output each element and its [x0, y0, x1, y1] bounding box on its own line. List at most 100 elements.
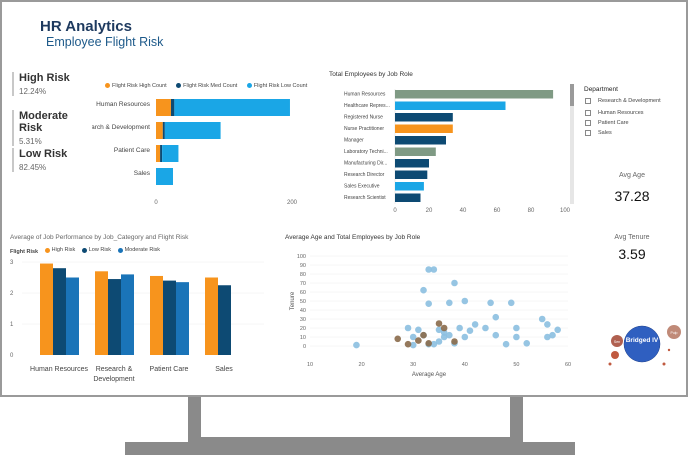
scatter-point[interactable] — [513, 324, 520, 332]
slicer-item-patient-care[interactable]: Patient Care — [585, 120, 629, 126]
bubble-pulp[interactable] — [667, 325, 681, 339]
scatter-point[interactable] — [513, 333, 520, 341]
bubble-tiny[interactable] — [667, 348, 671, 352]
scatter-point[interactable] — [425, 300, 432, 307]
scatter-point[interactable] — [446, 299, 453, 307]
checkbox[interactable] — [585, 110, 591, 116]
bar[interactable] — [40, 263, 53, 355]
bar[interactable] — [395, 136, 446, 145]
bubble-tiny[interactable] — [608, 362, 612, 366]
slicer-item-rnd[interactable]: Research & Development — [585, 98, 661, 104]
slicer-item-sales[interactable]: Sales — [585, 130, 612, 136]
bar[interactable] — [163, 280, 176, 355]
slicer-item-hr[interactable]: Human Resources — [585, 110, 644, 116]
scatter-point[interactable] — [544, 333, 551, 341]
bubble-sen[interactable] — [611, 335, 623, 347]
bar-segment[interactable] — [162, 122, 165, 139]
bar-segment[interactable] — [162, 145, 179, 162]
bar[interactable] — [121, 274, 134, 355]
scatter-point[interactable] — [523, 340, 531, 347]
scatter-point[interactable] — [544, 321, 551, 328]
bar[interactable] — [395, 101, 506, 111]
slicer-scroll-thumb[interactable] — [570, 84, 574, 106]
bar[interactable] — [395, 124, 453, 134]
scatter-point[interactable] — [394, 335, 402, 343]
bar[interactable] — [150, 275, 163, 355]
scatter-point[interactable] — [430, 266, 438, 273]
bar[interactable] — [395, 182, 424, 191]
scatter-point[interactable] — [409, 333, 417, 341]
scatter-point[interactable] — [404, 324, 412, 332]
scatter-point[interactable] — [415, 337, 422, 344]
scatter-point[interactable] — [461, 297, 469, 305]
legend-item[interactable]: Moderate Risk — [117, 247, 160, 253]
scatter-point[interactable] — [415, 326, 422, 334]
checkbox[interactable] — [585, 98, 591, 104]
dept-flight-risk-chart[interactable]: Human Resources Research & Development Pat… — [92, 84, 312, 212]
bar[interactable] — [53, 268, 66, 355]
bar-segment[interactable] — [160, 145, 163, 162]
checkbox[interactable] — [585, 130, 591, 136]
legend-item[interactable]: Flight Risk Med Count — [176, 83, 237, 89]
scatter-point[interactable] — [487, 299, 494, 307]
scatter-point[interactable] — [456, 324, 463, 332]
slicer-scrollbar[interactable] — [570, 84, 574, 204]
scatter-point[interactable] — [409, 341, 417, 349]
scatter-point[interactable] — [420, 331, 427, 339]
bar-segment[interactable] — [156, 122, 163, 139]
age-tenure-scatter[interactable]: 0 10 20 30 40 50 60 70 80 90 100 10 20 30 40 50 60 Averag… — [282, 246, 582, 384]
scatter-point[interactable] — [435, 338, 443, 345]
bubble-chart[interactable]: Bridged IV Pulp Sen — [604, 320, 688, 376]
bar-segment[interactable] — [164, 122, 221, 139]
legend-item[interactable]: Low Risk — [81, 247, 111, 253]
bar[interactable] — [395, 159, 429, 168]
scatter-point[interactable] — [549, 331, 556, 339]
bar-segment[interactable] — [170, 99, 175, 116]
scatter-point[interactable] — [435, 320, 443, 327]
scatter-point[interactable] — [425, 266, 432, 273]
bar[interactable] — [66, 277, 79, 356]
bar[interactable] — [395, 170, 428, 180]
scatter-point[interactable] — [451, 279, 458, 287]
scatter-point[interactable] — [471, 321, 479, 328]
bar[interactable] — [218, 285, 231, 355]
checkbox[interactable] — [585, 120, 591, 126]
kpi-high-risk[interactable]: High Risk 12.24% — [12, 72, 82, 96]
scatter-point[interactable] — [435, 326, 443, 334]
scatter-point[interactable] — [451, 338, 458, 345]
scatter-point[interactable] — [440, 324, 448, 332]
bar-segment[interactable] — [156, 99, 171, 116]
employees-by-role-chart[interactable]: Human Resources Healthcare Repres... Regis… — [322, 84, 572, 219]
scatter-point[interactable] — [430, 340, 438, 348]
legend-item[interactable]: High Risk — [44, 247, 75, 253]
bubble-tiny[interactable] — [662, 362, 666, 366]
bubble-bridged-iv[interactable] — [623, 325, 661, 363]
scatter-point[interactable] — [538, 315, 546, 323]
scatter-point[interactable] — [425, 340, 432, 347]
scatter-point[interactable] — [420, 286, 427, 294]
bar-segment[interactable] — [156, 168, 173, 185]
bar[interactable] — [395, 113, 453, 122]
scatter-point[interactable] — [554, 326, 561, 334]
job-performance-chart[interactable]: 0 1 2 3 Human Resources Research & Development… — [6, 256, 268, 386]
bar[interactable] — [395, 90, 554, 99]
bar-segment[interactable] — [174, 99, 290, 116]
scatter-point[interactable] — [404, 340, 412, 348]
bar[interactable] — [95, 271, 108, 355]
legend-item[interactable]: Flight Risk Low Count — [246, 83, 307, 89]
scatter-point[interactable] — [492, 331, 500, 339]
scatter-point[interactable] — [353, 341, 360, 349]
scatter-point[interactable] — [446, 331, 453, 339]
bar[interactable] — [108, 279, 121, 355]
scatter-point[interactable] — [461, 333, 469, 341]
bubble-small[interactable] — [611, 351, 619, 359]
bar[interactable] — [176, 282, 189, 355]
kpi-moderate-risk[interactable]: Moderate Risk 5.31% — [12, 110, 82, 146]
scatter-point[interactable] — [507, 299, 515, 307]
scatter-point[interactable] — [482, 324, 489, 332]
department-slicer[interactable]: Department Research & Development Human … — [570, 84, 680, 204]
scatter-point[interactable] — [492, 313, 500, 321]
bar[interactable] — [395, 147, 436, 157]
legend-item[interactable]: Flight Risk High Count — [105, 83, 167, 89]
kpi-low-risk[interactable]: Low Risk 82.45% — [12, 148, 82, 172]
